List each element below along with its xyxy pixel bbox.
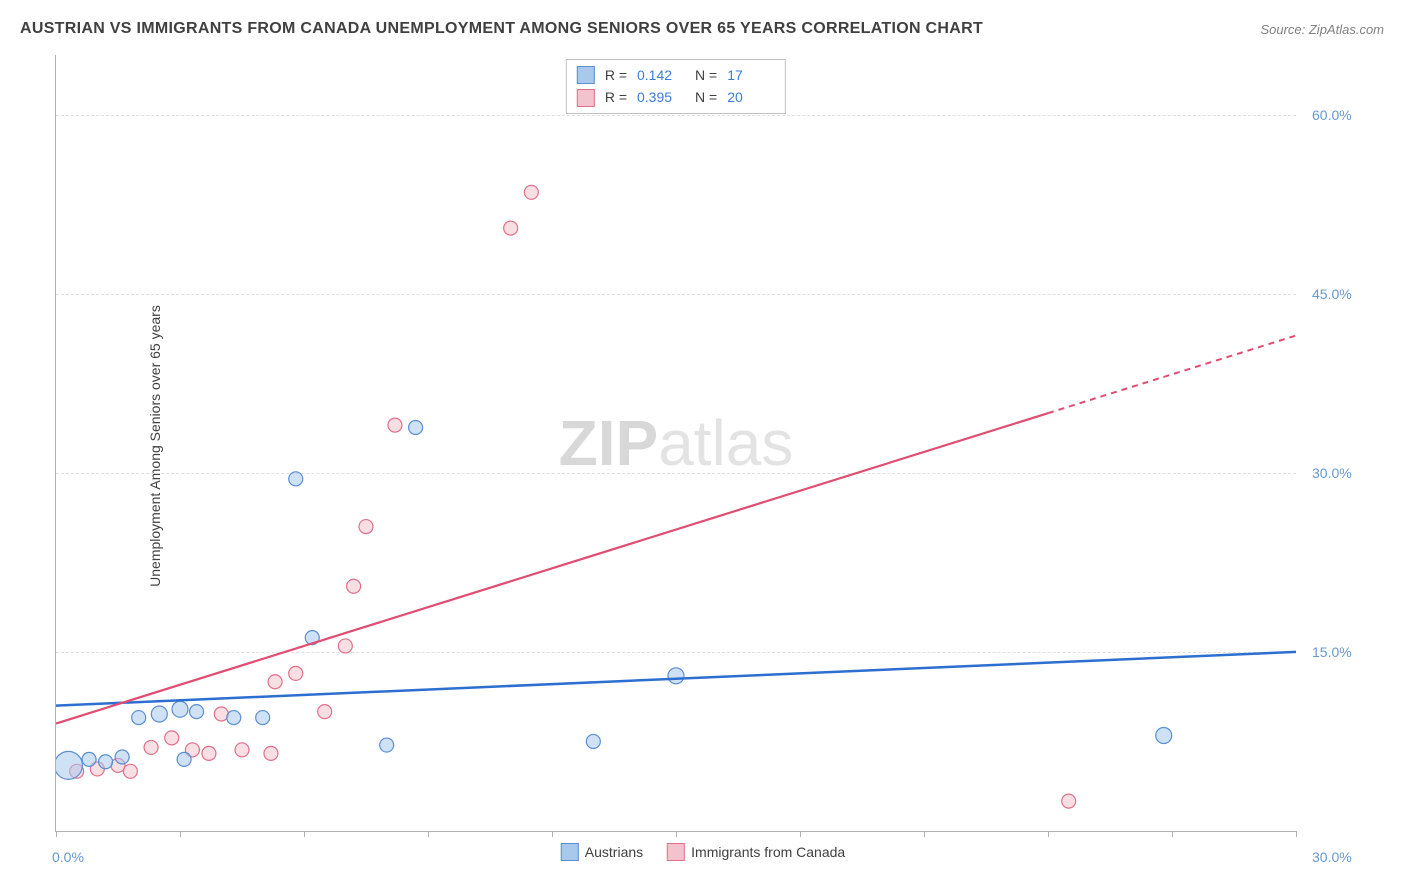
- legend-label-austrians: Austrians: [585, 844, 643, 860]
- x-tick: [428, 831, 429, 837]
- x-tick: [924, 831, 925, 837]
- chart-svg: [56, 55, 1296, 831]
- swatch-canada: [577, 89, 595, 107]
- chart-title: AUSTRIAN VS IMMIGRANTS FROM CANADA UNEMP…: [20, 20, 983, 38]
- data-point: [289, 666, 303, 680]
- data-point: [99, 755, 113, 769]
- data-point: [388, 418, 402, 432]
- swatch-austrians: [577, 66, 595, 84]
- x-tick-label: 30.0%: [1312, 849, 1352, 865]
- y-tick-label: 30.0%: [1312, 465, 1352, 481]
- x-tick: [676, 831, 677, 837]
- x-tick: [304, 831, 305, 837]
- x-tick-label: 0.0%: [52, 849, 84, 865]
- data-point: [668, 668, 684, 684]
- data-point: [227, 711, 241, 725]
- data-point: [524, 185, 538, 199]
- y-tick-label: 60.0%: [1312, 107, 1352, 123]
- data-point: [409, 420, 423, 434]
- data-point: [264, 746, 278, 760]
- x-tick: [1296, 831, 1297, 837]
- data-point: [289, 472, 303, 486]
- legend-label-canada: Immigrants from Canada: [691, 844, 845, 860]
- data-point: [380, 738, 394, 752]
- n-value-austrians: 17: [727, 64, 775, 86]
- data-point: [504, 221, 518, 235]
- data-point: [214, 707, 228, 721]
- legend-item-canada: Immigrants from Canada: [667, 843, 845, 861]
- r-value-austrians: 0.142: [637, 64, 685, 86]
- n-label-2: N =: [695, 86, 717, 108]
- trend-line: [56, 652, 1296, 706]
- r-value-canada: 0.395: [637, 86, 685, 108]
- data-point: [132, 711, 146, 725]
- x-tick: [1048, 831, 1049, 837]
- data-point: [56, 751, 82, 779]
- source-label: Source: ZipAtlas.com: [1260, 22, 1384, 37]
- data-point: [359, 520, 373, 534]
- x-tick: [1172, 831, 1173, 837]
- data-point: [318, 705, 332, 719]
- data-point: [347, 579, 361, 593]
- x-tick: [56, 831, 57, 837]
- data-point: [586, 734, 600, 748]
- data-point: [144, 740, 158, 754]
- trend-line: [56, 413, 1048, 723]
- n-label: N =: [695, 64, 717, 86]
- y-tick-label: 15.0%: [1312, 644, 1352, 660]
- data-point: [177, 752, 191, 766]
- data-point: [256, 711, 270, 725]
- data-point: [202, 746, 216, 760]
- data-point: [82, 752, 96, 766]
- x-tick: [800, 831, 801, 837]
- legend-swatch-canada: [667, 843, 685, 861]
- plot-area: ZIPatlas R = 0.142 N = 17 R = 0.395 N = …: [55, 55, 1296, 832]
- x-tick: [180, 831, 181, 837]
- data-point: [165, 731, 179, 745]
- r-label: R =: [605, 64, 627, 86]
- data-point: [1062, 794, 1076, 808]
- data-point: [268, 675, 282, 689]
- n-value-canada: 20: [727, 86, 775, 108]
- stats-row-canada: R = 0.395 N = 20: [577, 86, 775, 108]
- stats-row-austrians: R = 0.142 N = 17: [577, 64, 775, 86]
- stats-legend: R = 0.142 N = 17 R = 0.395 N = 20: [566, 59, 786, 114]
- data-point: [172, 701, 188, 717]
- x-tick: [552, 831, 553, 837]
- y-tick-label: 45.0%: [1312, 286, 1352, 302]
- bottom-legend: Austrians Immigrants from Canada: [561, 843, 845, 861]
- data-point: [123, 764, 137, 778]
- data-point: [115, 750, 129, 764]
- data-point: [1156, 727, 1172, 743]
- data-point: [190, 705, 204, 719]
- legend-swatch-austrians: [561, 843, 579, 861]
- data-point: [338, 639, 352, 653]
- trend-line: [1048, 336, 1296, 414]
- r-label-2: R =: [605, 86, 627, 108]
- data-point: [235, 743, 249, 757]
- data-point: [151, 706, 167, 722]
- legend-item-austrians: Austrians: [561, 843, 643, 861]
